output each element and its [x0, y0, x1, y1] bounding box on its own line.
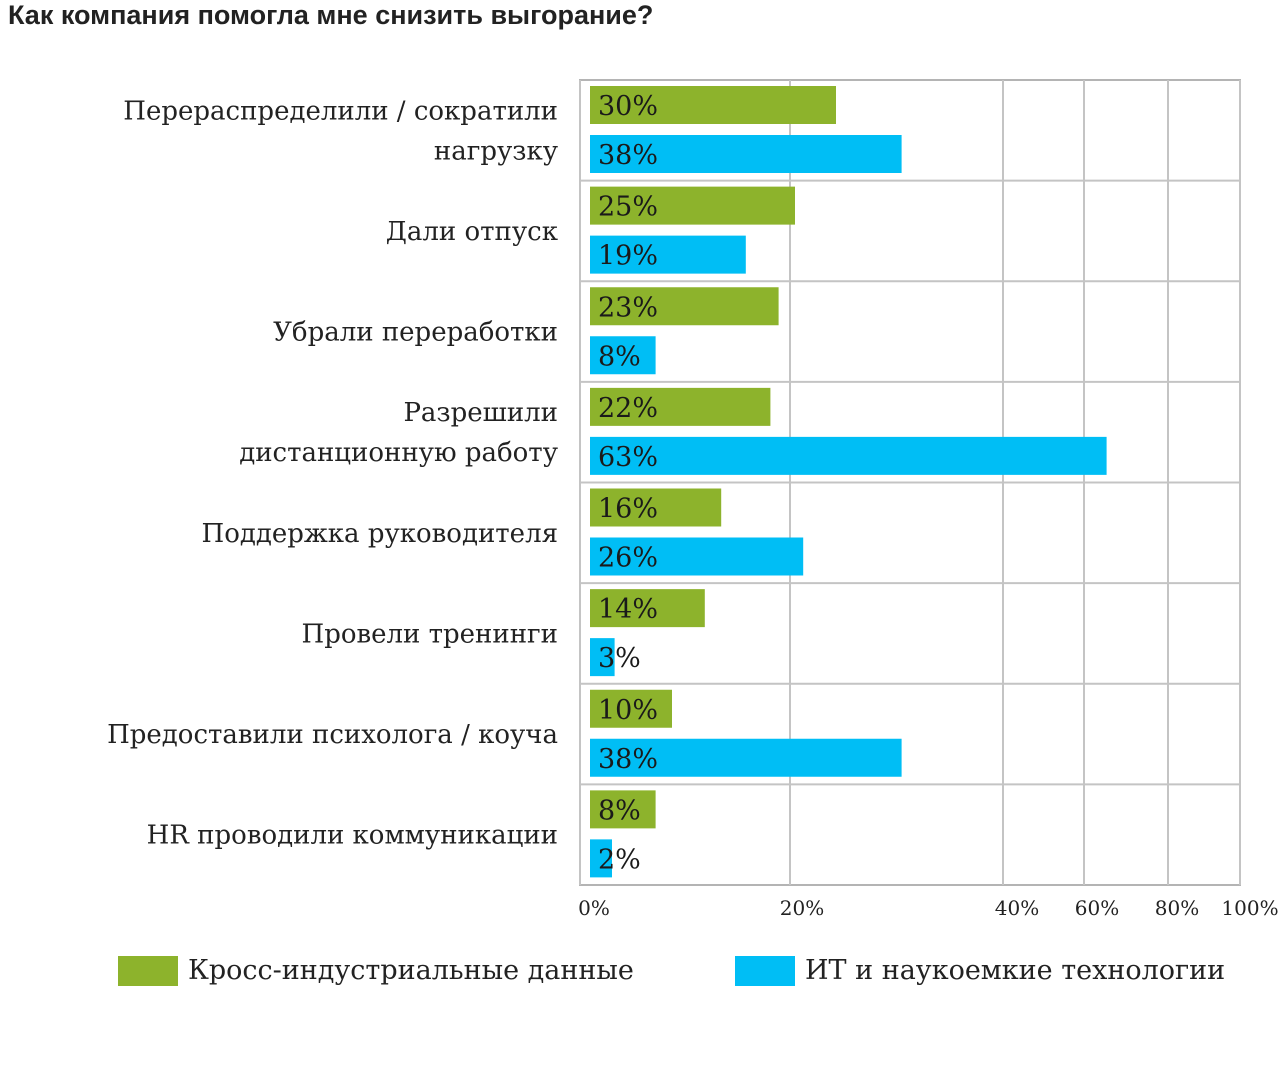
- category-label: нагрузку: [434, 136, 558, 166]
- category-label: Провели тренинги: [302, 619, 558, 649]
- bar-it: [590, 638, 615, 677]
- bar-value-label: 22%: [598, 393, 658, 424]
- x-tick-label: 60%: [1075, 896, 1119, 920]
- category-label: Убрали переработки: [273, 318, 558, 348]
- bar-cross-industry: [590, 287, 779, 326]
- bar-value-label: 25%: [598, 192, 658, 223]
- bar-cross-industry: [590, 689, 672, 728]
- bar-value-label: 38%: [598, 140, 658, 171]
- bar-it: [590, 537, 804, 576]
- bar-value-label: 19%: [598, 241, 658, 272]
- bar-cross-industry: [590, 186, 795, 225]
- bar-value-label: 16%: [598, 494, 658, 525]
- bar-cross-industry: [590, 86, 836, 124]
- category-label: Разрешили: [403, 398, 558, 428]
- bar-value-label: 8%: [598, 795, 641, 826]
- bar-value-label: 38%: [598, 744, 658, 775]
- bar-cross-industry: [590, 387, 771, 426]
- bar-value-label: 30%: [598, 91, 658, 122]
- x-tick-label: 0%: [578, 896, 610, 920]
- bar-it: [590, 235, 746, 274]
- x-tick-label: 40%: [995, 896, 1039, 920]
- x-tick-label: 100%: [1221, 896, 1278, 920]
- bar-value-label: 63%: [598, 442, 658, 473]
- bar-cross-industry: [590, 589, 705, 628]
- bar-it: [590, 738, 902, 777]
- x-tick-label: 80%: [1155, 896, 1199, 920]
- bar-value-label: 3%: [598, 643, 641, 674]
- legend-swatch-green: [118, 955, 178, 986]
- bar-it: [590, 336, 656, 375]
- legend-item-cross-industry: Кросс-индустриальные данные: [118, 955, 634, 986]
- category-label: Перераспределили / сократили: [123, 96, 558, 126]
- category-label: дистанционную работу: [239, 438, 558, 468]
- legend-label: Кросс-индустриальные данные: [188, 955, 634, 986]
- chart-title: Как компания помогла мне снизить выгоран…: [8, 0, 654, 30]
- bar-value-label: 8%: [598, 341, 641, 372]
- bar-value-label: 2%: [598, 844, 641, 875]
- legend-label: ИТ и наукоемкие технологии: [805, 955, 1226, 986]
- bar-value-label: 26%: [598, 543, 658, 574]
- category-label: Предоставили психолога / коуча: [107, 720, 558, 750]
- bar-cross-industry: [590, 790, 656, 829]
- bar-it: [590, 839, 612, 878]
- bar-value-label: 23%: [598, 292, 658, 323]
- category-label: Дали отпуск: [386, 217, 558, 247]
- legend-swatch-blue: [735, 955, 795, 986]
- category-label: Поддержка руководителя: [202, 519, 558, 549]
- bar-cross-industry: [590, 488, 722, 527]
- bar-value-label: 14%: [598, 594, 658, 625]
- x-tick-label: 20%: [780, 896, 824, 920]
- legend-item-it: ИТ и наукоемкие технологии: [735, 955, 1225, 986]
- category-label: HR проводили коммуникации: [147, 821, 558, 851]
- bar-it: [590, 436, 1107, 475]
- bar-it: [590, 135, 902, 173]
- bar-value-label: 10%: [598, 695, 658, 726]
